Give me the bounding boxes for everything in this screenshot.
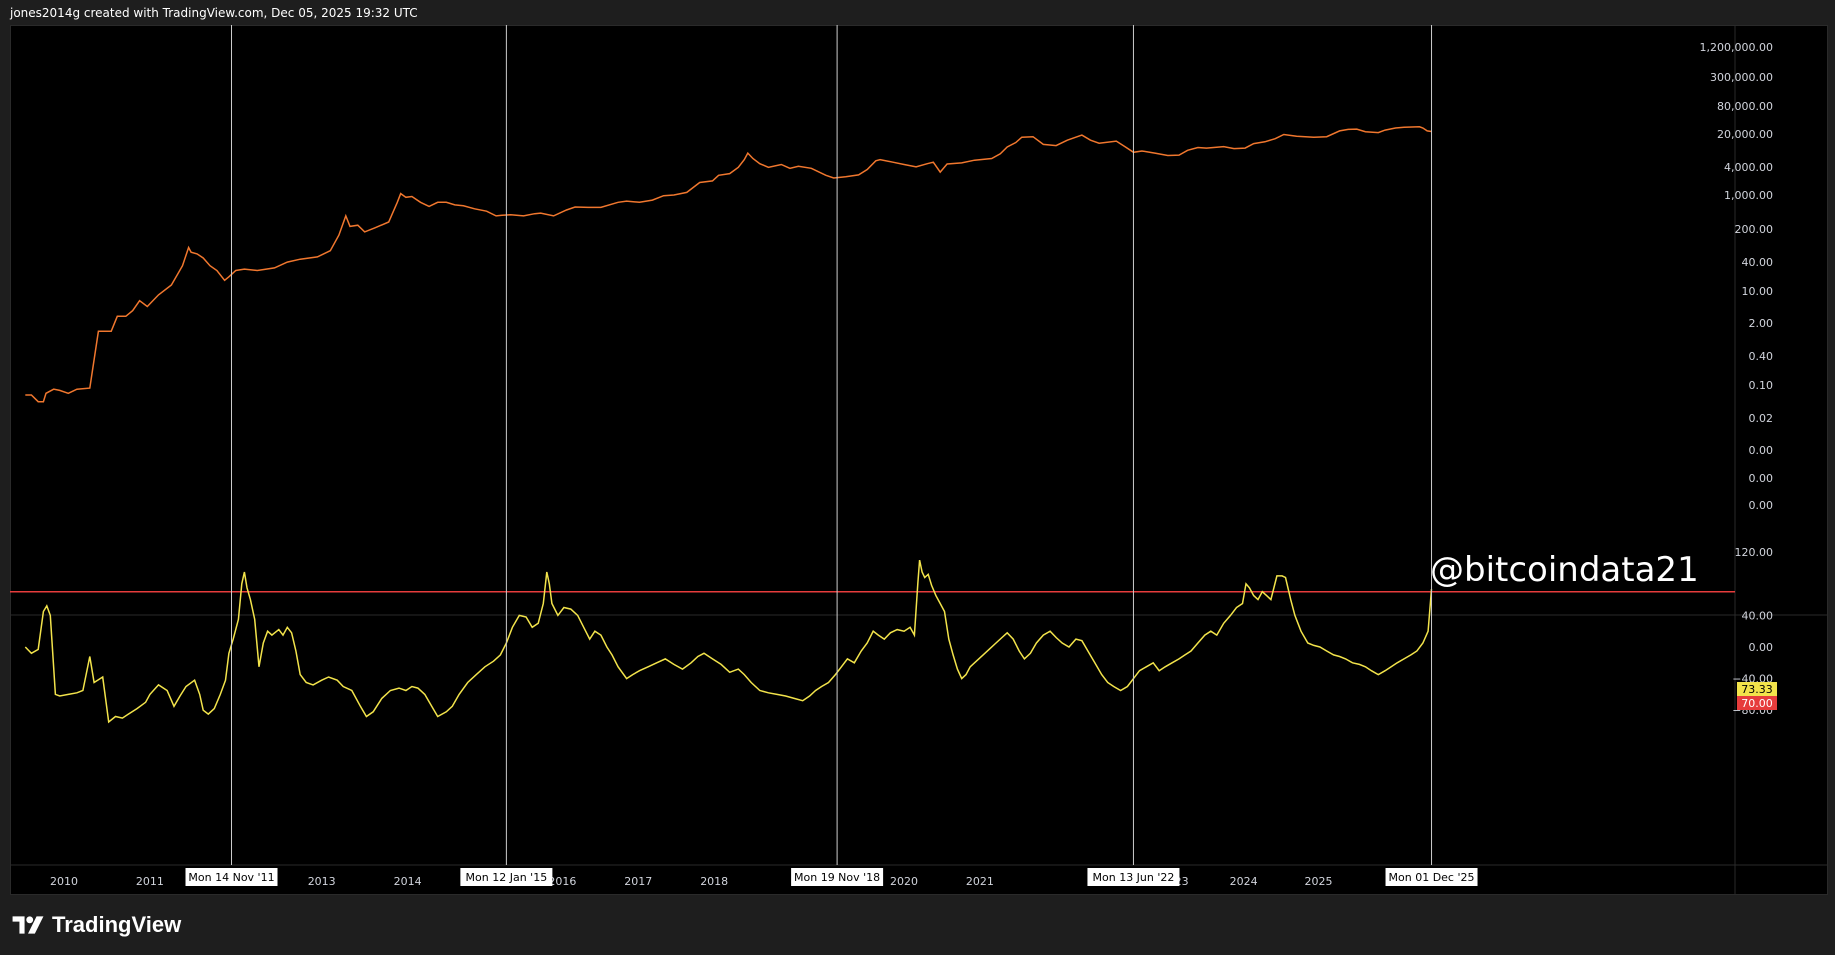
price-tick-label: 200.00 bbox=[1735, 223, 1774, 236]
price-tick-label: 1,000.00 bbox=[1724, 189, 1773, 202]
price-tick-label: 0.40 bbox=[1749, 350, 1774, 363]
oscillator-tick-label: 120.00 bbox=[1735, 546, 1774, 559]
price-axis[interactable]: 9,000,000.00 1,200,000.00 300,000.00 80,000… bbox=[1700, 25, 1773, 512]
price-tick-label: 10.00 bbox=[1742, 285, 1774, 298]
chart-credit: jones2014g created with TradingView.com,… bbox=[10, 6, 418, 20]
oscillator-series-line bbox=[24, 559, 1433, 724]
oscillator-tick-label: 0.00 bbox=[1749, 641, 1774, 654]
time-tick-label: 2013 bbox=[308, 875, 336, 888]
marker-label: Mon 19 Nov '18 bbox=[794, 871, 880, 884]
price-tick-label: 80,000.00 bbox=[1717, 100, 1773, 113]
date-markers: Mon 14 Nov '11 Mon 12 Jan '15 Mon 19 Nov '… bbox=[185, 25, 1478, 886]
watermark: @bitcoindata21 bbox=[1430, 550, 1699, 590]
oscillator-tick-label: 40.00 bbox=[1742, 609, 1774, 622]
time-tick-label: 2025 bbox=[1305, 875, 1333, 888]
time-tick-label: 2016 bbox=[548, 875, 576, 888]
threshold-badge: 70.00 bbox=[1737, 696, 1777, 710]
time-tick-label: 2024 bbox=[1230, 875, 1258, 888]
time-tick-label: 2020 bbox=[890, 875, 918, 888]
price-tick-label: 4,000.00 bbox=[1724, 161, 1773, 174]
price-tick-label: 1,200,000.00 bbox=[1700, 41, 1773, 54]
time-tick-label: 2011 bbox=[136, 875, 164, 888]
chart-svg[interactable]: 9,000,000.00 1,200,000.00 300,000.00 80,000… bbox=[10, 25, 1828, 895]
price-tick-label: 300,000.00 bbox=[1710, 71, 1773, 84]
footer[interactable]: TradingView bbox=[12, 905, 181, 945]
marker-label: Mon 12 Jan '15 bbox=[466, 871, 548, 884]
price-tick-label: 0.02 bbox=[1749, 412, 1774, 425]
time-tick-label: 2018 bbox=[700, 875, 728, 888]
marker-label-box bbox=[1087, 868, 1180, 886]
price-tick-label: 0.00 bbox=[1749, 444, 1774, 457]
tradingview-logo-icon[interactable] bbox=[12, 913, 44, 937]
time-tick-label: 2017 bbox=[624, 875, 652, 888]
price-tick-label: 40.00 bbox=[1742, 256, 1774, 269]
last-value-badge: 73.33 bbox=[1737, 682, 1777, 696]
time-tick-label: 2021 bbox=[966, 875, 994, 888]
tradingview-brand[interactable]: TradingView bbox=[52, 912, 182, 937]
marker-label-box bbox=[791, 868, 884, 886]
price-tick-label: 9,000,000.00 bbox=[1700, 25, 1773, 26]
price-tick-label: 20,000.00 bbox=[1717, 128, 1773, 141]
marker-label-box bbox=[185, 868, 278, 886]
price-series-line bbox=[25, 126, 1432, 403]
time-tick-label: 2010 bbox=[50, 875, 78, 888]
threshold-value-label: 70.00 bbox=[1741, 697, 1773, 710]
marker-label-box bbox=[460, 868, 553, 886]
marker-label-box bbox=[1385, 868, 1478, 886]
time-axis[interactable]: 2010201120132014201620172018202020212023… bbox=[50, 875, 1333, 888]
price-tick-label: 0.00 bbox=[1749, 499, 1774, 512]
last-value-label: 73.33 bbox=[1741, 683, 1773, 696]
price-tick-label: 2.00 bbox=[1749, 317, 1774, 330]
marker-label: Mon 13 Jun '22 bbox=[1093, 871, 1175, 884]
price-tick-label: 0.10 bbox=[1749, 379, 1774, 392]
price-tick-label: 0.00 bbox=[1749, 472, 1774, 485]
chart-area[interactable] bbox=[10, 25, 1828, 895]
marker-label: Mon 01 Dec '25 bbox=[1389, 871, 1475, 884]
marker-label: Mon 14 Nov '11 bbox=[188, 871, 274, 884]
time-tick-label: 2014 bbox=[394, 875, 422, 888]
